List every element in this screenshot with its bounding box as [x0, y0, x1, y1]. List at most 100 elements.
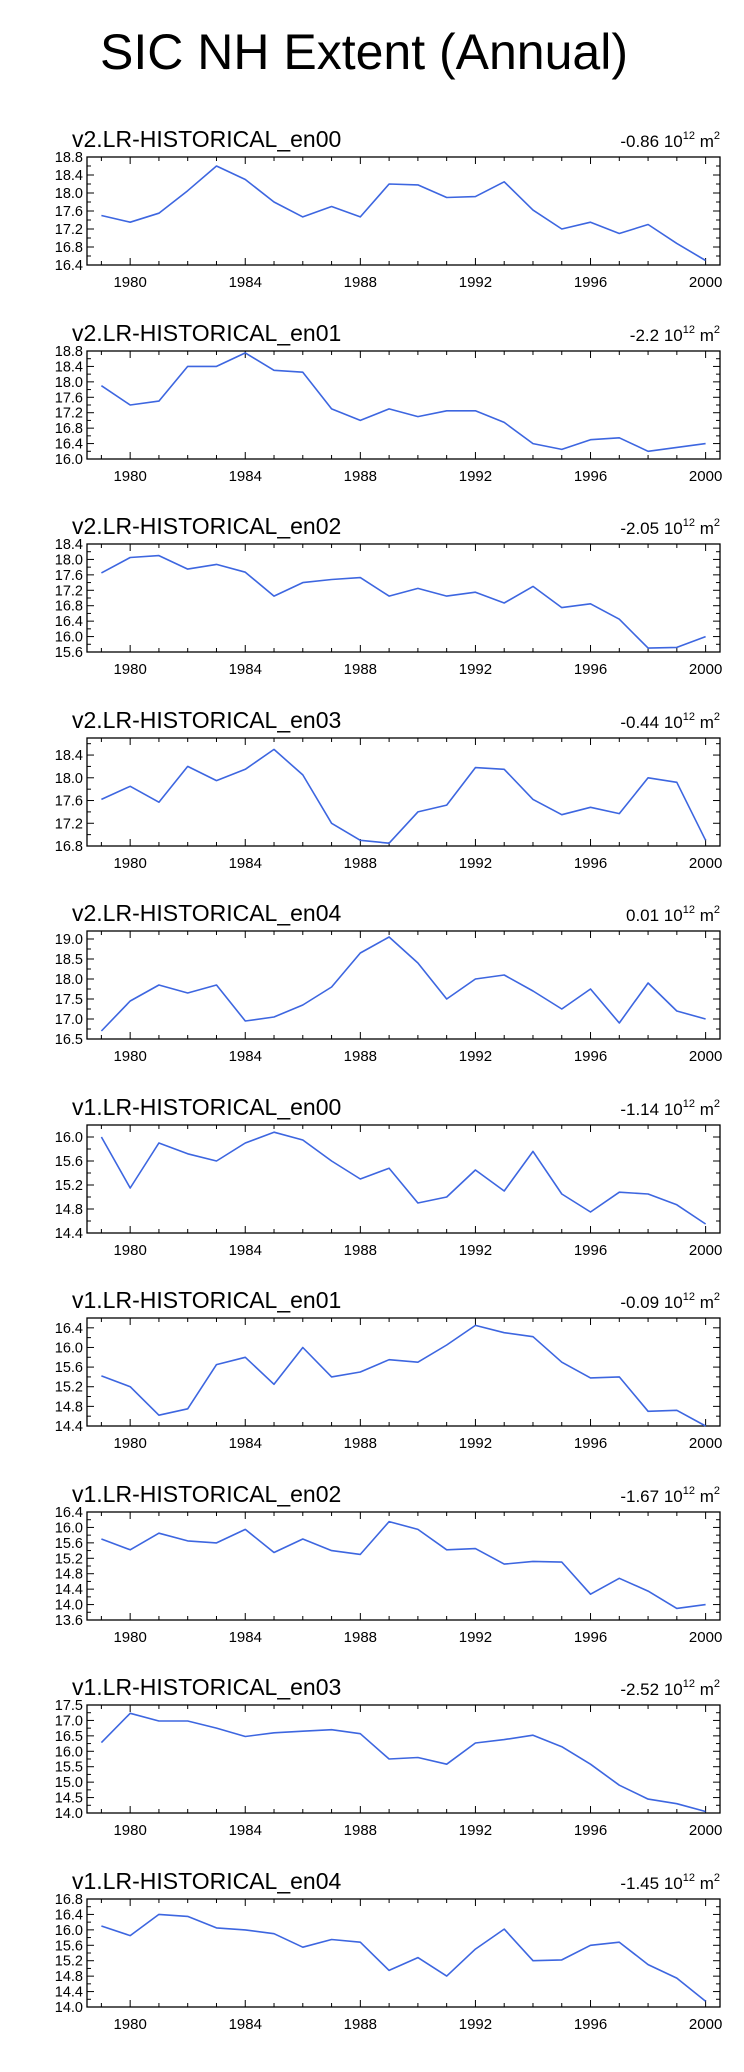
y-tick-label: 16.4 — [55, 437, 83, 453]
y-tick-label: 16.8 — [55, 839, 83, 855]
trend-unit-exponent: 2 — [714, 904, 720, 916]
y-tick-label: 15.2 — [55, 1551, 83, 1567]
trend-value: -2.52 10 — [620, 1680, 682, 1699]
trend-exponent: 12 — [683, 1485, 695, 1497]
trend-unit-exponent: 2 — [714, 1098, 720, 1110]
x-tick-label: 1992 — [459, 1242, 492, 1259]
plot-frame — [86, 543, 721, 653]
plot-frame — [86, 156, 721, 266]
x-tick-label: 1984 — [229, 1242, 262, 1259]
panel-title: v2.LR-HISTORICAL_en03 — [72, 707, 341, 733]
y-tick-label: 18.0 — [55, 972, 83, 988]
y-tick-label: 16.8 — [55, 240, 83, 256]
panel-8: v1.LR-HISTORICAL_en02 -1.67 1012 m2 1980 19… — [55, 1481, 723, 1646]
y-tick-label: 16.0 — [55, 1923, 83, 1939]
y-tick-label: 16.4 — [55, 614, 83, 630]
trend-annotation: -1.14 1012 m2 — [620, 1098, 720, 1119]
x-tick-label: 1992 — [459, 1629, 492, 1646]
y-tick-label: 16.4 — [55, 1505, 83, 1521]
y-tick-label: 16.5 — [55, 1729, 83, 1745]
x-tick-label: 1980 — [113, 1435, 146, 1452]
plot-frame — [86, 1124, 721, 1234]
x-tick-label: 1988 — [344, 855, 377, 872]
y-tick-label: 19.0 — [55, 932, 83, 948]
x-tick-label: 2000 — [689, 1048, 722, 1065]
panel-title: v1.LR-HISTORICAL_en01 — [72, 1287, 341, 1313]
plot-frame — [86, 350, 721, 460]
y-tick-label: 18.4 — [55, 537, 83, 553]
trend-value: -0.44 10 — [620, 713, 682, 732]
y-tick-label: 16.0 — [55, 1520, 83, 1536]
y-tick-label: 17.6 — [55, 390, 83, 406]
x-tick-label: 1996 — [574, 1629, 607, 1646]
y-tick-label: 15.6 — [55, 1938, 83, 1954]
x-tick-label: 1988 — [344, 2016, 377, 2033]
x-tick-label: 1996 — [574, 661, 607, 678]
trend-exponent: 12 — [683, 130, 695, 142]
y-tick-label: 17.0 — [55, 1713, 83, 1729]
x-tick-label: 1984 — [229, 1048, 262, 1065]
plot-frame — [86, 930, 721, 1040]
x-tick-label: 1992 — [459, 855, 492, 872]
x-tick-label: 1992 — [459, 661, 492, 678]
y-tick-label: 15.6 — [55, 1154, 83, 1170]
y-tick-label: 18.4 — [55, 168, 83, 184]
x-tick-label: 2000 — [689, 274, 722, 291]
y-tick-label: 16.0 — [55, 1340, 83, 1356]
y-tick-label: 14.4 — [55, 1419, 83, 1435]
y-tick-label: 16.0 — [55, 452, 83, 468]
trend-unit: m — [695, 1293, 714, 1312]
trend-unit-exponent: 2 — [714, 517, 720, 529]
x-tick-label: 1980 — [113, 274, 146, 291]
trend-value: -2.05 10 — [620, 519, 682, 538]
x-tick-label: 1988 — [344, 274, 377, 291]
trend-annotation: -1.67 1012 m2 — [620, 1485, 720, 1506]
x-tick-label: 1996 — [574, 2016, 607, 2033]
x-tick-label: 1984 — [229, 274, 262, 291]
x-tick-label: 1980 — [113, 2016, 146, 2033]
y-tick-label: 14.8 — [55, 1202, 83, 1218]
trend-unit-exponent: 2 — [714, 130, 720, 142]
x-tick-label: 1984 — [229, 855, 262, 872]
y-tick-label: 15.6 — [55, 645, 83, 661]
trend-value: -1.67 10 — [620, 1487, 682, 1506]
y-tick-label: 18.8 — [55, 150, 83, 166]
trend-exponent: 12 — [683, 1291, 695, 1303]
x-tick-label: 2000 — [689, 1242, 722, 1259]
x-tick-label: 1988 — [344, 1822, 377, 1839]
series-line — [101, 1913, 707, 2002]
panel-title: v2.LR-HISTORICAL_en02 — [72, 513, 341, 539]
panel-4: v2.LR-HISTORICAL_en03 -0.44 1012 m2 1980 19… — [55, 707, 723, 872]
y-tick-label: 17.6 — [55, 568, 83, 584]
panel-title: v1.LR-HISTORICAL_en04 — [72, 1868, 342, 1894]
y-tick-label: 15.2 — [55, 1380, 83, 1396]
panel-title: v1.LR-HISTORICAL_en03 — [72, 1674, 341, 1700]
y-tick-label: 17.2 — [55, 222, 83, 238]
y-tick-label: 18.5 — [55, 952, 83, 968]
x-tick-label: 1992 — [459, 1048, 492, 1065]
x-tick-label: 1980 — [113, 661, 146, 678]
trend-exponent: 12 — [683, 711, 695, 723]
y-tick-label: 16.0 — [55, 1744, 83, 1760]
trend-unit-exponent: 2 — [714, 711, 720, 723]
x-tick-label: 1988 — [344, 468, 377, 485]
x-tick-label: 1992 — [459, 274, 492, 291]
panel-9: v1.LR-HISTORICAL_en03 -2.52 1012 m2 1980 19… — [55, 1674, 723, 1839]
trend-value: -2.2 10 — [630, 326, 683, 345]
trend-unit-exponent: 2 — [714, 1872, 720, 1884]
panel-title: v2.LR-HISTORICAL_en00 — [72, 126, 341, 152]
y-tick-label: 17.5 — [55, 992, 83, 1008]
y-tick-label: 17.2 — [55, 406, 83, 422]
x-tick-label: 1980 — [113, 1242, 146, 1259]
x-tick-label: 2000 — [689, 2016, 722, 2033]
trend-unit-exponent: 2 — [714, 1678, 720, 1690]
panel-2: v2.LR-HISTORICAL_en01 -2.2 1012 m2 1980 198… — [55, 320, 723, 485]
y-tick-label: 16.4 — [55, 1321, 83, 1337]
x-tick-label: 1984 — [229, 1822, 262, 1839]
trend-unit: m — [695, 906, 714, 925]
y-tick-label: 16.5 — [55, 1032, 83, 1048]
x-tick-label: 1996 — [574, 1242, 607, 1259]
y-tick-label: 14.8 — [55, 1399, 83, 1415]
